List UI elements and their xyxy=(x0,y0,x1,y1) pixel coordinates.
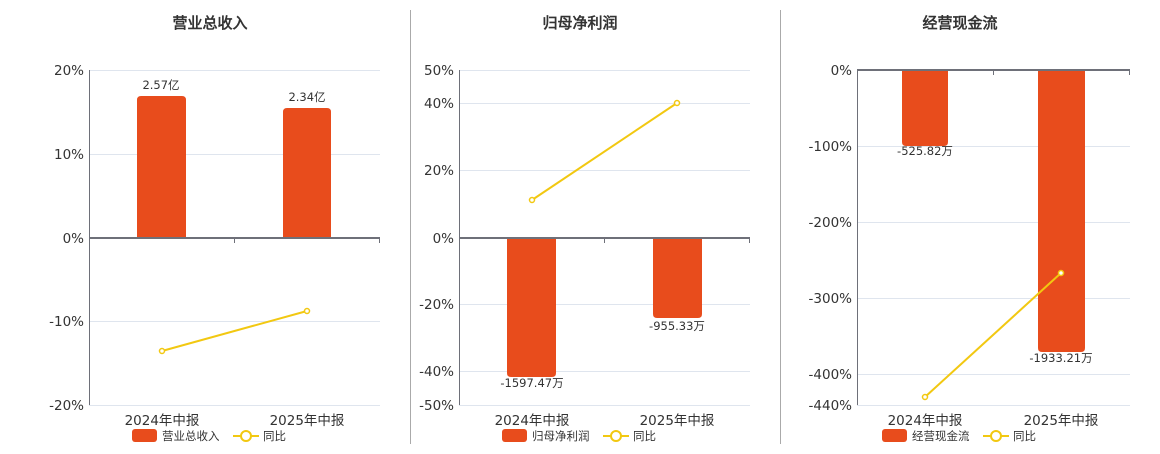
y-tick: -300% xyxy=(809,291,853,307)
y-axis-ticks: 20% 10% 0% -10% -20% xyxy=(49,63,84,414)
y-tick: -20% xyxy=(419,297,454,313)
legend-bar-swatch xyxy=(132,429,157,442)
chart-panel-revenue: 营业总收入 20% 10% 0% -10% -20% 2.57亿 2.34亿 xyxy=(0,0,400,450)
net-profit-chart: 归母净利润 50% 40% 20% 0% -20% -40% -50% -159… xyxy=(419,14,750,443)
y-tick: -100% xyxy=(809,139,853,155)
legend-line-marker-icon xyxy=(990,430,1002,442)
x-category: 2024年中报 xyxy=(125,413,200,429)
legend-line-label: 同比 xyxy=(633,429,656,443)
chart-title: 归母净利润 xyxy=(542,14,617,32)
legend-line-marker-icon xyxy=(240,430,252,442)
y-tick: -400% xyxy=(809,367,853,383)
legend[interactable]: 经营现金流 同比 xyxy=(882,429,1036,443)
y-axis-ticks: 50% 40% 20% 0% -20% -40% -50% xyxy=(419,63,454,414)
y-tick: -20% xyxy=(49,398,84,414)
chart-panel-net-profit: 归母净利润 50% 40% 20% 0% -20% -40% -50% -159… xyxy=(419,14,750,443)
legend-bar-label: 营业总收入 xyxy=(162,429,220,443)
legend-line-label: 同比 xyxy=(263,429,286,443)
revenue-chart: 营业总收入 20% 10% 0% -10% -20% 2.57亿 2.34亿 xyxy=(49,14,380,443)
legend-bar-label: 归母净利润 xyxy=(532,429,590,443)
y-tick: -10% xyxy=(49,314,84,330)
y-axis-ticks: 0% -100% -200% -300% -400% -440% xyxy=(809,63,853,414)
legend-line-label: 同比 xyxy=(1013,429,1036,443)
gridlines xyxy=(857,146,1130,406)
y-tick: -40% xyxy=(419,364,454,380)
legend-bar-label: 经营现金流 xyxy=(912,429,970,443)
y-tick: 0% xyxy=(433,231,455,247)
y-tick: 40% xyxy=(424,96,454,112)
bar-2024[interactable] xyxy=(507,238,556,377)
y-tick: -440% xyxy=(809,398,853,414)
bar-2025[interactable] xyxy=(283,108,331,238)
x-category: 2024年中报 xyxy=(888,413,963,429)
x-category: 2025年中报 xyxy=(270,413,345,429)
y-tick: 0% xyxy=(63,231,85,247)
y-tick: 50% xyxy=(424,63,454,79)
yoy-line xyxy=(531,102,678,201)
bar-2024[interactable] xyxy=(902,70,948,146)
bar-label: 2.57亿 xyxy=(142,78,179,92)
gridlines xyxy=(89,70,380,406)
bar-label: -1933.21万 xyxy=(1029,351,1092,365)
x-category: 2025年中报 xyxy=(640,413,715,429)
yoy-point[interactable] xyxy=(528,196,536,204)
y-tick: 10% xyxy=(54,147,84,163)
yoy-line xyxy=(161,310,308,352)
panel-divider xyxy=(410,10,411,444)
bar-label: -955.33万 xyxy=(649,319,705,333)
y-tick: -200% xyxy=(809,215,853,231)
y-tick: -50% xyxy=(419,398,454,414)
bar-label: -525.82万 xyxy=(897,144,953,158)
bar-2025[interactable] xyxy=(1038,70,1085,352)
legend[interactable]: 归母净利润 同比 xyxy=(502,429,656,443)
y-tick: 0% xyxy=(831,63,853,79)
y-tick: 20% xyxy=(424,163,454,179)
legend-bar-swatch xyxy=(502,429,527,442)
legend-bar-swatch xyxy=(882,429,907,442)
chart-title: 经营现金流 xyxy=(922,14,997,32)
x-category: 2025年中报 xyxy=(1024,413,1099,429)
legend-line-marker-icon xyxy=(610,430,622,442)
y-tick: 20% xyxy=(54,63,84,79)
bar-label: -1597.47万 xyxy=(500,376,563,390)
x-category: 2024年中报 xyxy=(495,413,570,429)
yoy-point[interactable] xyxy=(1057,269,1065,277)
legend[interactable]: 营业总收入 同比 xyxy=(132,429,286,443)
bar-label: 2.34亿 xyxy=(288,90,325,104)
panel-divider xyxy=(780,10,781,444)
yoy-point[interactable] xyxy=(303,307,311,315)
bar-2025[interactable] xyxy=(653,238,702,318)
yoy-point[interactable] xyxy=(158,347,166,355)
yoy-line xyxy=(924,272,1062,398)
chart-title: 营业总收入 xyxy=(172,14,247,32)
bar-2024[interactable] xyxy=(137,96,186,238)
yoy-point[interactable] xyxy=(673,99,681,107)
yoy-point[interactable] xyxy=(921,393,929,401)
